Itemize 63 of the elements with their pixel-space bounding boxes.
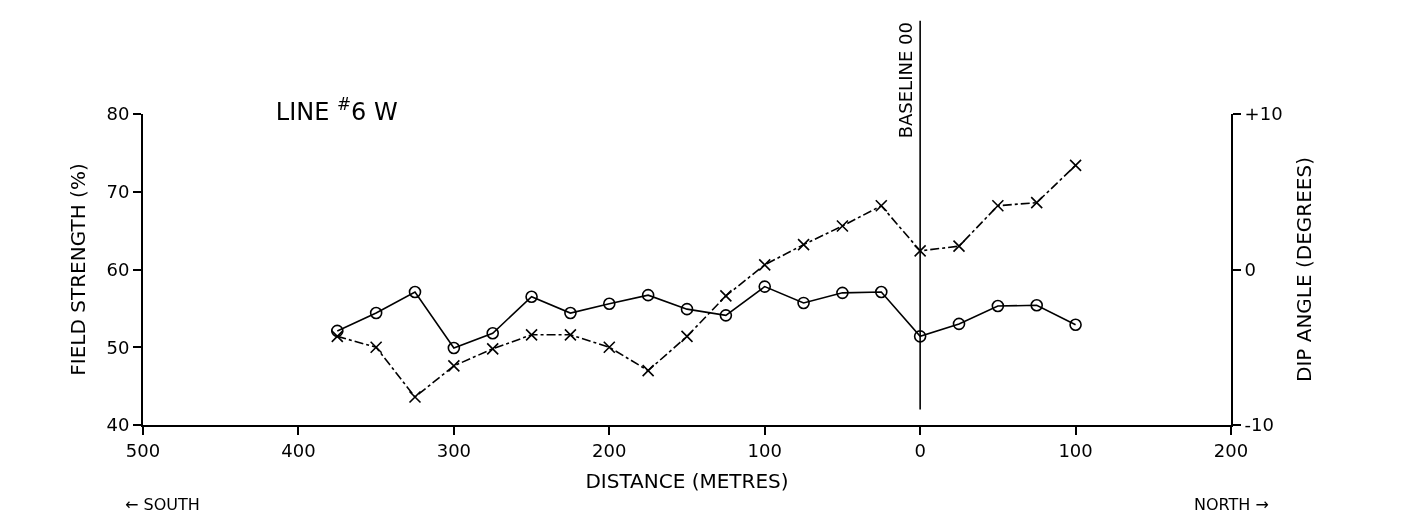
point bbox=[602, 340, 616, 354]
point bbox=[797, 238, 810, 251]
x-tick-label: 100 bbox=[1058, 439, 1093, 461]
point bbox=[758, 280, 772, 293]
point bbox=[913, 244, 927, 258]
x-tick-label: 200 bbox=[1213, 439, 1249, 461]
point bbox=[369, 340, 383, 354]
point bbox=[408, 285, 422, 299]
x-tick-label: 100 bbox=[747, 439, 782, 461]
point bbox=[330, 324, 344, 338]
point bbox=[836, 286, 849, 300]
point bbox=[952, 317, 966, 331]
point bbox=[758, 258, 772, 272]
text: NORTH → bbox=[1194, 495, 1269, 514]
point bbox=[719, 289, 733, 303]
x-tick-label: 300 bbox=[436, 439, 472, 461]
y2-tick-label: 0 bbox=[1244, 258, 1257, 280]
point bbox=[564, 306, 577, 320]
point bbox=[680, 302, 694, 316]
point bbox=[797, 296, 810, 310]
text: ← SOUTH bbox=[125, 495, 200, 514]
point bbox=[641, 364, 655, 377]
y-tick-label: 70 bbox=[106, 181, 130, 203]
point bbox=[991, 299, 1005, 313]
x-tick-label: 0 bbox=[914, 439, 926, 461]
y2-axis-title: DIP ANGLE (DEGREES) bbox=[1291, 157, 1316, 382]
point bbox=[330, 330, 344, 343]
y2-tick-label: +10 bbox=[1244, 103, 1283, 125]
point bbox=[1069, 159, 1082, 172]
point bbox=[1030, 298, 1044, 312]
point bbox=[369, 306, 383, 320]
point bbox=[874, 199, 888, 213]
x-tick-label: 500 bbox=[125, 439, 161, 461]
point bbox=[525, 328, 538, 342]
point bbox=[641, 288, 655, 302]
point bbox=[874, 285, 888, 299]
point bbox=[486, 326, 500, 340]
point bbox=[836, 219, 849, 233]
y-tick-label: 80 bbox=[106, 103, 130, 125]
x-axis-title: DISTANCE (METRES) bbox=[585, 468, 789, 493]
x-tick-label: 200 bbox=[592, 439, 627, 461]
y-tick-label: 50 bbox=[106, 336, 130, 358]
y2-tick-label: -10 bbox=[1244, 414, 1275, 436]
y-axis-title: FIELD STRENGTH (%) bbox=[66, 163, 91, 376]
y-tick-label: 40 bbox=[106, 414, 130, 436]
point bbox=[913, 330, 927, 343]
point bbox=[991, 199, 1005, 213]
point bbox=[408, 390, 422, 404]
point bbox=[602, 297, 616, 311]
point bbox=[486, 342, 500, 356]
x-tick-label: 400 bbox=[281, 439, 316, 461]
point bbox=[1030, 196, 1044, 209]
chart-title: LINE $^{#}$6 W bbox=[275, 93, 398, 126]
point bbox=[447, 359, 461, 373]
y-tick-label: 60 bbox=[106, 258, 130, 280]
point bbox=[1069, 318, 1082, 331]
point bbox=[525, 290, 538, 304]
point bbox=[564, 328, 577, 342]
point bbox=[952, 239, 966, 253]
ref-line-label: BASELINE 00 bbox=[894, 22, 916, 139]
point bbox=[447, 341, 461, 355]
point bbox=[719, 309, 733, 322]
point bbox=[680, 330, 694, 343]
